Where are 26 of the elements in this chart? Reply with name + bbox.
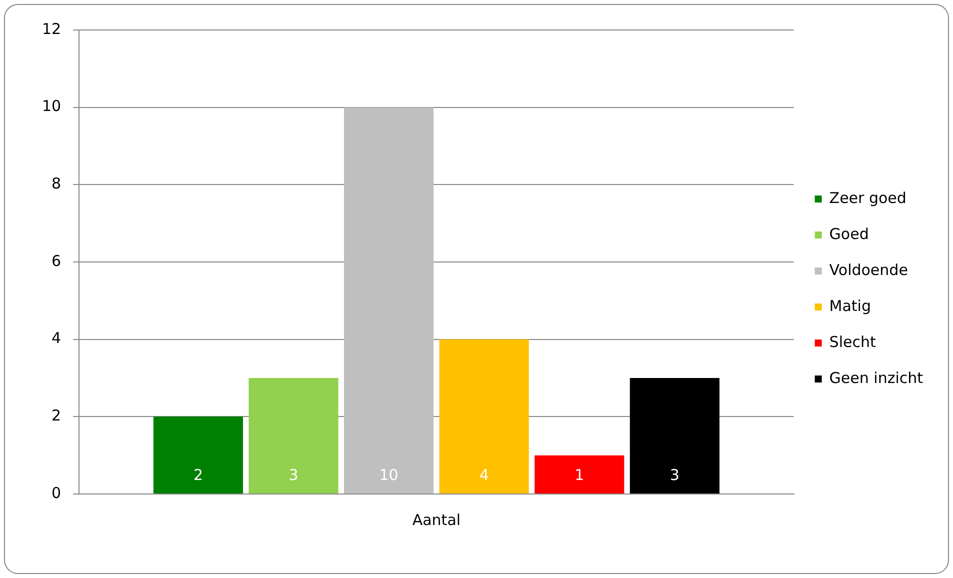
bar: [248, 378, 338, 494]
data-label: 4: [479, 466, 489, 484]
legend-label: Matig: [829, 296, 872, 315]
y-tick-label: 10: [42, 97, 62, 116]
legend-label: Voldoende: [829, 260, 908, 279]
bar: [630, 378, 720, 494]
bar: [439, 339, 529, 494]
y-tick-label: 4: [52, 329, 62, 348]
legend-label: Geen inzicht: [829, 368, 924, 387]
data-label: 10: [379, 466, 398, 484]
bar: [344, 107, 434, 494]
data-label: 2: [193, 466, 203, 484]
data-label: 3: [288, 466, 298, 484]
y-tick-label: 8: [52, 174, 62, 193]
x-tick-label: Aantal: [412, 510, 461, 529]
legend-label: Goed: [829, 224, 869, 243]
y-tick-label: 12: [42, 20, 62, 38]
y-tick-label: 2: [52, 406, 62, 425]
legend-label: Zeer goed: [829, 188, 906, 207]
bar: [534, 455, 624, 494]
data-label: 3: [670, 466, 680, 484]
legend-label: Slecht: [829, 332, 876, 351]
y-tick-label: 0: [52, 484, 62, 502]
data-label: 1: [574, 466, 584, 484]
y-tick-label: 6: [52, 252, 62, 270]
bar: [153, 416, 243, 494]
